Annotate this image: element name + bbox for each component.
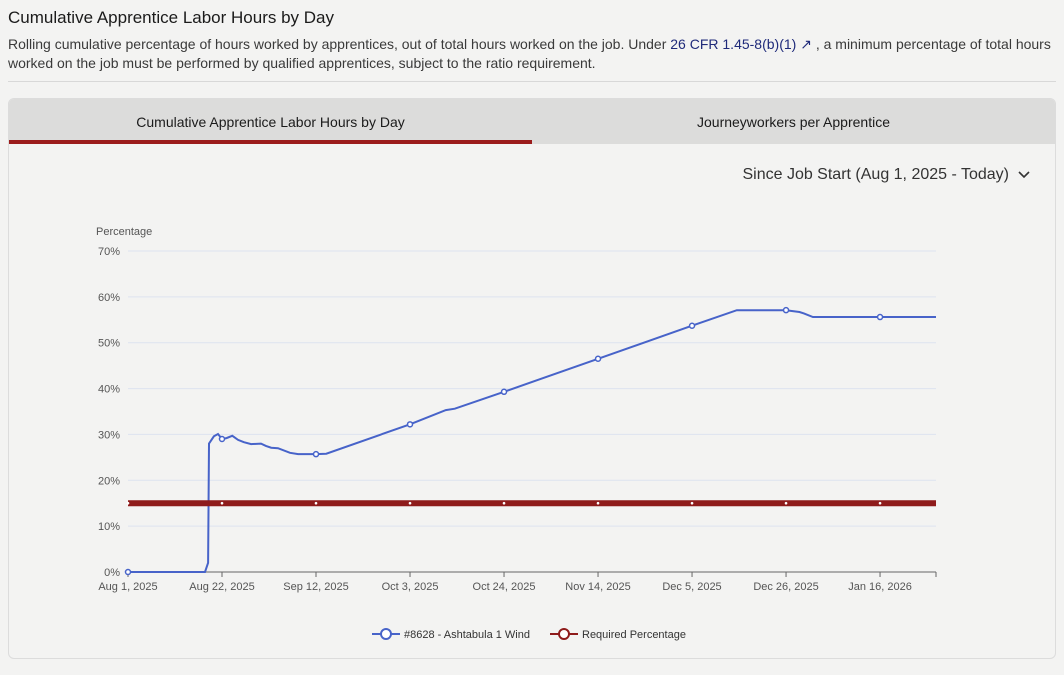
x-tick-label: Oct 24, 2025: [473, 581, 536, 593]
x-tick-label: Nov 14, 2025: [565, 581, 630, 593]
desc-text-2: , a minimum percentage of total hours wo…: [8, 36, 1051, 71]
y-tick-label: 30%: [98, 429, 120, 441]
data-point: [314, 501, 318, 505]
x-tick-label: Jan 16, 2026: [848, 581, 912, 593]
y-tick-label: 20%: [98, 475, 120, 487]
series-line-project: [128, 309, 936, 573]
y-tick-label: 40%: [98, 384, 120, 396]
data-point: [126, 501, 130, 505]
data-point: [594, 355, 602, 363]
data-point: [500, 388, 508, 396]
data-point: [406, 421, 414, 428]
date-range-dropdown[interactable]: Since Job Start (Aug 1, 2025 - Today): [742, 166, 1031, 184]
data-point: [688, 322, 696, 329]
data-point: [312, 450, 320, 458]
data-point: [596, 501, 600, 505]
y-tick-label: 60%: [98, 292, 120, 304]
x-tick-label: Aug 1, 2025: [98, 581, 157, 593]
cfr-link[interactable]: 26 CFR 1.45-8(b)(1) ↗: [670, 36, 812, 52]
page-description: Rolling cumulative percentage of hours w…: [8, 35, 1058, 73]
data-point: [408, 501, 412, 505]
data-point: [690, 501, 694, 505]
y-axis-label: Percentage: [96, 226, 152, 238]
desc-text: Rolling cumulative percentage of hours w…: [8, 36, 671, 52]
data-point: [124, 568, 132, 576]
x-tick-label: Dec 5, 2025: [662, 581, 721, 593]
tab-cumulative-hours[interactable]: Cumulative Apprentice Labor Hours by Day: [9, 99, 532, 144]
data-point: [218, 435, 226, 443]
y-tick-label: 10%: [98, 521, 120, 533]
chart-card: Cumulative Apprentice Labor Hours by Day…: [8, 98, 1056, 659]
page-title: Cumulative Apprentice Labor Hours by Day: [8, 8, 334, 27]
data-point: [782, 306, 790, 314]
tab-label: Cumulative Apprentice Labor Hours by Day: [136, 113, 405, 130]
tab-bar: Cumulative Apprentice Labor Hours by Day…: [9, 99, 1055, 144]
x-tick-label: Sep 12, 2025: [283, 581, 348, 593]
data-point: [502, 501, 506, 505]
x-tick-label: Oct 3, 2025: [382, 581, 439, 593]
chevron-down-icon: [1018, 171, 1030, 179]
legend-marker: [558, 628, 570, 640]
divider: [8, 81, 1056, 82]
legend-item[interactable]: Required Percentage: [582, 629, 686, 641]
legend-item[interactable]: #8628 - Ashtabula 1 Wind: [404, 629, 530, 641]
y-tick-label: 50%: [98, 338, 120, 350]
x-tick-label: Dec 26, 2025: [753, 581, 818, 593]
x-tick-label: Aug 22, 2025: [189, 581, 254, 593]
external-link-icon: ↗: [800, 36, 812, 52]
data-point: [878, 501, 882, 505]
data-point: [220, 501, 224, 505]
tab-label: Journeyworkers per Apprentice: [697, 113, 890, 130]
data-point: [784, 501, 788, 505]
tab-journeyworkers[interactable]: Journeyworkers per Apprentice: [532, 99, 1055, 144]
cfr-link-label: 26 CFR 1.45-8(b)(1): [670, 36, 797, 52]
data-point: [876, 313, 884, 321]
y-tick-label: 0%: [104, 567, 120, 579]
legend-marker: [380, 628, 392, 640]
date-range-label: Since Job Start (Aug 1, 2025 - Today): [742, 166, 1009, 183]
y-tick-label: 70%: [98, 246, 120, 258]
